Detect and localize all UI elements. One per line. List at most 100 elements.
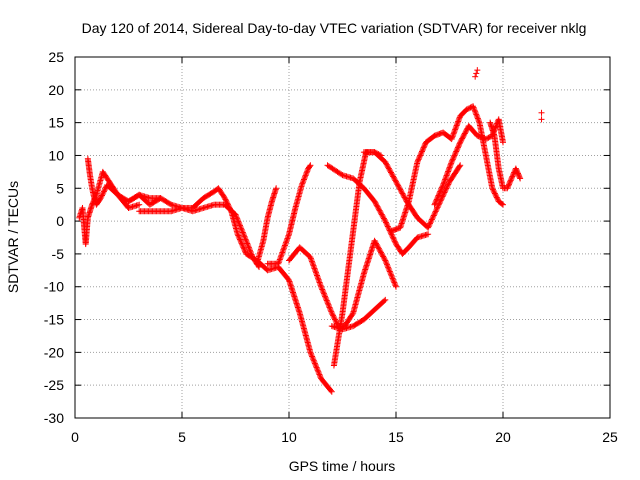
data-point bbox=[466, 105, 473, 112]
data-point bbox=[98, 193, 105, 200]
data-point bbox=[449, 133, 456, 140]
data-point bbox=[444, 171, 451, 178]
data-point bbox=[243, 237, 250, 244]
data-point bbox=[249, 252, 256, 259]
data-point bbox=[284, 235, 291, 242]
data-point bbox=[221, 195, 228, 202]
data-point bbox=[276, 257, 283, 264]
data-point bbox=[242, 248, 249, 255]
y-tick-label: -15 bbox=[44, 312, 64, 328]
data-point bbox=[492, 191, 499, 198]
data-point bbox=[431, 201, 438, 208]
y-tick-label: 20 bbox=[48, 82, 64, 98]
data-point bbox=[395, 183, 402, 190]
data-point bbox=[239, 241, 246, 248]
y-tick-label: -5 bbox=[52, 246, 65, 262]
data-point bbox=[381, 216, 388, 223]
data-point bbox=[441, 177, 448, 184]
data-point bbox=[307, 255, 314, 262]
data-point bbox=[242, 236, 249, 243]
data-point bbox=[376, 246, 383, 253]
data-point bbox=[482, 136, 489, 143]
data-point bbox=[450, 155, 457, 162]
data-point bbox=[425, 224, 432, 231]
data-point bbox=[417, 151, 424, 158]
data-point bbox=[310, 357, 317, 364]
data-point bbox=[380, 254, 387, 261]
data-point bbox=[246, 247, 253, 254]
data-point bbox=[98, 192, 105, 199]
data-point bbox=[315, 368, 322, 375]
data-point bbox=[507, 177, 514, 184]
data-point bbox=[222, 196, 229, 203]
data-point bbox=[434, 193, 441, 200]
data-point bbox=[438, 185, 445, 192]
data-point bbox=[430, 213, 437, 220]
data-point bbox=[278, 250, 285, 257]
axis-ticks: 0 5 10 15 20 25 25 20 15 10 5 0 -5 -10 -15 -20 -25 -30 bbox=[44, 49, 618, 445]
data-point bbox=[300, 177, 307, 184]
data-point bbox=[327, 307, 334, 314]
y-tick-label: 0 bbox=[56, 213, 64, 229]
data-point bbox=[372, 199, 379, 206]
data-point bbox=[307, 254, 314, 261]
data-point bbox=[444, 182, 451, 189]
y-tick-label: -10 bbox=[44, 279, 64, 295]
data-point bbox=[398, 189, 405, 196]
data-point bbox=[384, 223, 391, 230]
data-point bbox=[377, 248, 384, 255]
data-point bbox=[388, 169, 395, 176]
data-point bbox=[390, 278, 397, 285]
x-tick-label: 15 bbox=[388, 429, 404, 445]
data-point bbox=[461, 131, 468, 138]
data-point bbox=[371, 237, 378, 244]
data-point bbox=[234, 217, 241, 224]
data-point bbox=[373, 241, 380, 248]
data-point bbox=[380, 214, 387, 221]
data-point bbox=[432, 209, 439, 216]
x-tick-label: 0 bbox=[71, 429, 79, 445]
data-point bbox=[538, 116, 545, 123]
data-point bbox=[451, 127, 458, 134]
data-point bbox=[443, 173, 450, 180]
data-point bbox=[471, 105, 478, 112]
data-point bbox=[307, 162, 314, 169]
data-point bbox=[330, 313, 337, 320]
data-point bbox=[309, 259, 316, 266]
data-point bbox=[167, 200, 174, 207]
data-point bbox=[235, 233, 242, 240]
data-point bbox=[426, 221, 433, 228]
data-point bbox=[462, 129, 469, 136]
data-point bbox=[390, 276, 397, 283]
data-point bbox=[320, 289, 327, 296]
data-point bbox=[387, 168, 394, 175]
data-point bbox=[454, 144, 461, 151]
data-point bbox=[373, 202, 380, 209]
data-point bbox=[509, 172, 516, 179]
data-point bbox=[233, 212, 240, 219]
data-point bbox=[311, 360, 318, 367]
y-axis-label: SDTVAR / TECUs bbox=[5, 181, 21, 293]
data-point bbox=[500, 139, 506, 146]
data-point bbox=[446, 165, 453, 172]
data-point bbox=[310, 356, 317, 363]
data-point bbox=[240, 244, 247, 251]
data-point bbox=[331, 315, 338, 322]
data-point bbox=[489, 185, 496, 192]
data-point bbox=[494, 195, 501, 202]
data-point bbox=[303, 169, 310, 176]
data-point bbox=[421, 141, 428, 148]
data-point bbox=[391, 280, 398, 287]
data-point bbox=[491, 189, 498, 196]
data-point bbox=[454, 145, 461, 152]
data-point bbox=[484, 135, 491, 142]
data-point bbox=[442, 175, 449, 182]
data-point bbox=[309, 353, 316, 360]
data-point bbox=[328, 309, 335, 316]
data-point bbox=[319, 287, 326, 294]
data-point bbox=[391, 238, 398, 245]
data-point bbox=[449, 156, 456, 163]
data-point bbox=[237, 223, 244, 230]
data-point bbox=[283, 236, 290, 243]
data-point bbox=[281, 243, 288, 250]
